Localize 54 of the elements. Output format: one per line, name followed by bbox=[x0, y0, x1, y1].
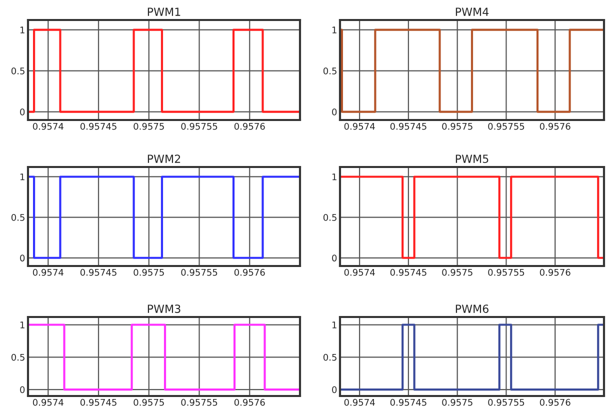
y-tick-label: 1 bbox=[20, 174, 24, 180]
y-tick-label: 0 bbox=[332, 386, 337, 394]
x-tick-label: 0.9575 bbox=[442, 398, 472, 406]
chart-title: PWM1 bbox=[148, 8, 180, 16]
y-tick-label: 1 bbox=[20, 322, 24, 328]
chart-title: PWM5 bbox=[456, 154, 488, 163]
x-tick-label: 0.95755 bbox=[181, 122, 218, 130]
x-tick-label: 0.9576 bbox=[234, 268, 265, 276]
x-tick-label: 0.95745 bbox=[80, 268, 116, 276]
x-tick-label: 0.9576 bbox=[540, 268, 570, 276]
x-tick-label: 0.95745 bbox=[390, 122, 426, 130]
x-tick-label: 0.9576 bbox=[540, 398, 570, 406]
x-tick-label: 0.95745 bbox=[80, 398, 116, 406]
x-tick-label: 0.9574 bbox=[344, 398, 375, 406]
chart-title: PWM3 bbox=[148, 304, 180, 313]
x-tick-label: 0.95755 bbox=[488, 268, 524, 276]
x-tick-label: 0.9575 bbox=[134, 268, 164, 276]
y-tick-label: 0.5 bbox=[323, 68, 336, 74]
x-tick-label: 0.95755 bbox=[181, 398, 218, 406]
x-tick-label: 0.9575 bbox=[442, 122, 472, 130]
y-tick-label: 0.5 bbox=[11, 354, 24, 361]
x-tick-label: 0.9574 bbox=[344, 122, 375, 130]
y-tick-label: 1 bbox=[20, 26, 24, 34]
y-tick-label: 0 bbox=[20, 386, 25, 394]
y-tick-label: 0 bbox=[332, 254, 337, 262]
x-tick-label: 0.95745 bbox=[390, 398, 426, 406]
x-tick-label: 0.9574 bbox=[344, 268, 375, 276]
x-tick-label: 0.95745 bbox=[390, 268, 426, 276]
x-tick-label: 0.9574 bbox=[32, 398, 64, 406]
y-tick-label: 0.5 bbox=[323, 354, 336, 361]
y-tick-label: 1 bbox=[332, 174, 336, 180]
chart-title: PWM6 bbox=[456, 304, 488, 313]
x-tick-label: 0.9574 bbox=[32, 122, 64, 130]
x-tick-label: 0.9575 bbox=[134, 398, 164, 406]
y-tick-label: 0 bbox=[332, 108, 337, 116]
y-tick-label: 0 bbox=[20, 254, 25, 262]
x-tick-label: 0.9576 bbox=[234, 122, 265, 130]
chart-title: PWM4 bbox=[456, 8, 489, 16]
x-tick-label: 0.95755 bbox=[488, 122, 524, 130]
y-tick-label: 0.5 bbox=[11, 68, 24, 74]
x-tick-label: 0.9576 bbox=[234, 398, 265, 406]
x-tick-label: 0.9575 bbox=[134, 122, 164, 130]
y-tick-label: 0 bbox=[20, 108, 25, 116]
y-tick-label: 1 bbox=[332, 26, 336, 34]
chart-title: PWM2 bbox=[148, 154, 180, 163]
y-tick-label: 0.5 bbox=[323, 214, 336, 221]
x-tick-label: 0.95755 bbox=[488, 398, 524, 406]
x-tick-label: 0.9576 bbox=[540, 122, 570, 130]
x-tick-label: 0.95755 bbox=[181, 268, 218, 276]
x-tick-label: 0.95745 bbox=[80, 122, 116, 130]
y-tick-label: 1 bbox=[332, 322, 336, 328]
x-tick-label: 0.9574 bbox=[32, 268, 64, 276]
y-tick-label: 0.5 bbox=[11, 214, 24, 221]
x-tick-label: 0.9575 bbox=[442, 268, 472, 276]
